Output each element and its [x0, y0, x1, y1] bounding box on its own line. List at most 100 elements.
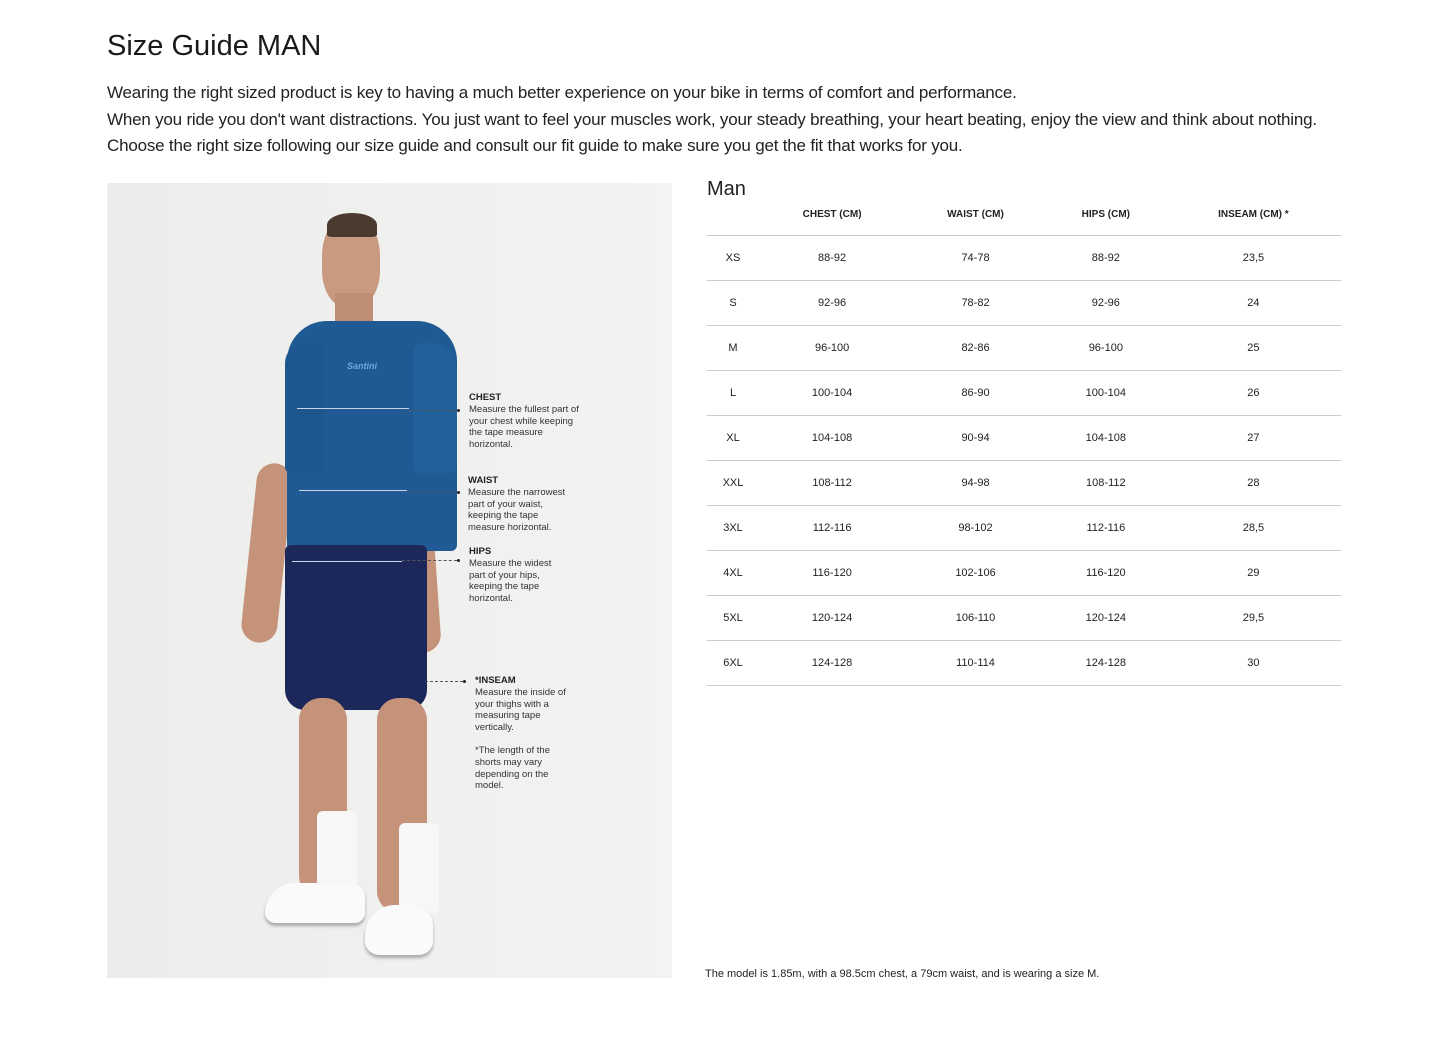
size-label: M [707, 325, 759, 371]
table-cell: 27 [1165, 415, 1341, 461]
model-right-shoe [365, 905, 433, 955]
table-row: XS 88-92 74-78 88-92 23,5 [707, 235, 1341, 281]
table-row: 4XL 116-120 102-106 116-120 29 [707, 550, 1341, 597]
table-cell: 74-78 [905, 235, 1046, 281]
table-cell: 116-120 [1045, 550, 1166, 597]
table-cell: 92-96 [759, 280, 906, 326]
table-row: 5XL 120-124 106-110 120-124 29,5 [707, 595, 1341, 642]
table-row: 3XL 112-116 98-102 112-116 28,5 [707, 505, 1341, 552]
table-cell: 100-104 [759, 370, 906, 416]
size-label: 6XL [707, 640, 759, 687]
model-footnote: The model is 1.85m, with a 98.5cm chest,… [705, 968, 1100, 980]
table-cell: 23,5 [1165, 235, 1341, 281]
table-cell: 29 [1165, 550, 1341, 597]
table-row: S 92-96 78-82 92-96 24 [707, 280, 1341, 326]
table-cell: 88-92 [759, 235, 906, 281]
inseam-annotation: *INSEAM Measure the inside of your thighs… [475, 675, 575, 792]
table-cell: 90-94 [905, 415, 1046, 461]
hips-tape [292, 561, 402, 562]
size-label: XXL [707, 460, 759, 507]
intro-line: Wearing the right sized product is key t… [107, 83, 1017, 102]
table-cell: 102-106 [905, 550, 1046, 597]
model-left-shoe [265, 883, 365, 923]
inseam-dot [463, 680, 466, 683]
chest-dot [457, 409, 460, 412]
chest-tape [297, 408, 409, 409]
table-cell: 124-128 [759, 640, 906, 687]
table-cell: 112-116 [1045, 505, 1166, 552]
size-label: 3XL [707, 505, 759, 552]
size-label: S [707, 280, 759, 326]
table-row: XXL 108-112 94-98 108-112 28 [707, 460, 1341, 507]
shorts [285, 545, 427, 710]
table-row: XL 104-108 90-94 104-108 27 [707, 415, 1341, 461]
hips-guide [402, 560, 457, 561]
table-cell: 86-90 [905, 370, 1046, 416]
table-row: L 100-104 86-90 100-104 26 [707, 370, 1341, 416]
annotation-title: WAIST [468, 475, 499, 486]
size-label: 4XL [707, 550, 759, 597]
table-cell: 78-82 [905, 280, 1046, 326]
inseam-guide [425, 681, 463, 682]
table-cell: 108-112 [759, 460, 906, 507]
table-cell: 100-104 [1045, 370, 1166, 416]
table-cell: 28,5 [1165, 505, 1341, 552]
waist-guide [407, 492, 457, 493]
hips-annotation: HIPS Measure the widest part of your hips… [469, 546, 557, 605]
table-cell: 120-124 [1045, 595, 1166, 642]
table-cell: 104-108 [759, 415, 906, 461]
annotation-title: CHEST [469, 392, 502, 403]
hips-dot [457, 559, 460, 562]
table-cell: 30 [1165, 640, 1341, 687]
table-cell: 29,5 [1165, 595, 1341, 642]
table-cell: 108-112 [1045, 460, 1166, 507]
annotation-title: HIPS [469, 546, 492, 557]
model-right-sock [399, 823, 439, 913]
table-cell: 104-108 [1045, 415, 1166, 461]
table-cell: 92-96 [1045, 280, 1166, 326]
annotation-note: *The length of the shorts may vary depen… [475, 744, 550, 792]
column-header: INSEAM (CM) * [1165, 195, 1341, 236]
jersey-right-sleeve [413, 343, 457, 473]
table-cell: 24 [1165, 280, 1341, 326]
table-row: 6XL 124-128 110-114 124-128 30 [707, 640, 1341, 687]
size-table: CHEST (CM) WAIST (CM) HIPS (CM) INSEAM (CM)… [707, 195, 1341, 687]
intro-text: Wearing the right sized product is key t… [107, 80, 1317, 160]
table-cell: 124-128 [1045, 640, 1166, 687]
table-row: M 96-100 82-86 96-100 25 [707, 325, 1341, 371]
table-cell: 94-98 [905, 460, 1046, 507]
table-title: Man [707, 178, 746, 200]
table-cell: 88-92 [1045, 235, 1166, 281]
column-header: WAIST (CM) [905, 195, 1046, 236]
annotation-text: Measure the fullest part of your chest w… [469, 403, 579, 451]
table-cell: 98-102 [905, 505, 1046, 552]
model-photo: Santini CHEST Measure the fullest part of… [107, 183, 672, 978]
table-cell: 120-124 [759, 595, 906, 642]
column-header: CHEST (CM) [759, 195, 906, 236]
annotation-text: Measure the widest part of your hips, ke… [469, 557, 552, 605]
table-cell: 96-100 [759, 325, 906, 371]
brand-mark: Santini [347, 361, 378, 371]
table-cell: 110-114 [905, 640, 1046, 687]
page-title: Size Guide MAN [107, 30, 322, 62]
intro-line: When you ride you don't want distraction… [107, 109, 1317, 129]
size-label: XS [707, 235, 759, 281]
waist-annotation: WAIST Measure the narrowest part of your … [468, 475, 576, 534]
annotation-text: Measure the inside of your thighs with a… [475, 686, 566, 734]
table-cell: 106-110 [905, 595, 1046, 642]
model-left-sock [317, 811, 357, 891]
table-cell: 26 [1165, 370, 1341, 416]
column-header: HIPS (CM) [1045, 195, 1166, 236]
intro-line: Choose the right size following our size… [107, 136, 963, 155]
table-cell: 96-100 [1045, 325, 1166, 371]
size-label: XL [707, 415, 759, 461]
size-label: 5XL [707, 595, 759, 642]
table-cell: 28 [1165, 460, 1341, 507]
waist-dot [457, 491, 460, 494]
chest-guide [407, 410, 457, 411]
model-hair [327, 213, 377, 237]
table-header-row: CHEST (CM) WAIST (CM) HIPS (CM) INSEAM (CM)… [707, 195, 1341, 236]
waist-tape [299, 490, 407, 491]
annotation-text: Measure the narrowest part of your waist… [468, 486, 566, 534]
size-label: L [707, 370, 759, 416]
